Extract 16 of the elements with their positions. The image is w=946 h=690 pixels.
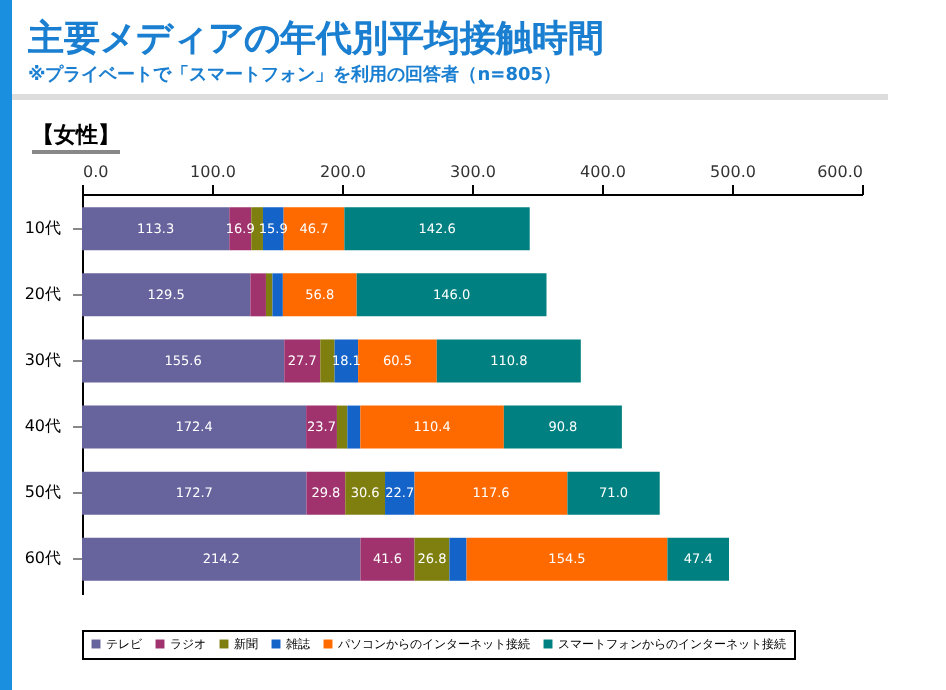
x-tick-label: 200.0 — [320, 163, 366, 181]
x-tick-label: 600.0 — [817, 163, 863, 181]
y-tick-label: 40代 — [24, 417, 61, 436]
chart-subtitle: ※プライベートで「スマートフォン」を利用の回答者（n=805） — [12, 60, 888, 100]
y-tick-label: 60代 — [24, 549, 61, 568]
y-tick-label: 50代 — [24, 483, 61, 502]
x-tick-label: 100.0 — [190, 163, 236, 181]
y-tick-label: 20代 — [24, 284, 61, 303]
y-tick-label: 30代 — [24, 350, 61, 369]
text: 【女性】 — [32, 120, 120, 154]
x-tick-label: 500.0 — [710, 163, 756, 181]
x-tick-label: 400.0 — [580, 163, 626, 181]
chart-title: 主要メディアの年代別平均接触時間 — [26, 16, 606, 60]
x-tick-label: 0.0 — [83, 163, 109, 181]
y-tick-label: 10代 — [24, 218, 61, 237]
x-tick-label: 300.0 — [450, 163, 496, 181]
